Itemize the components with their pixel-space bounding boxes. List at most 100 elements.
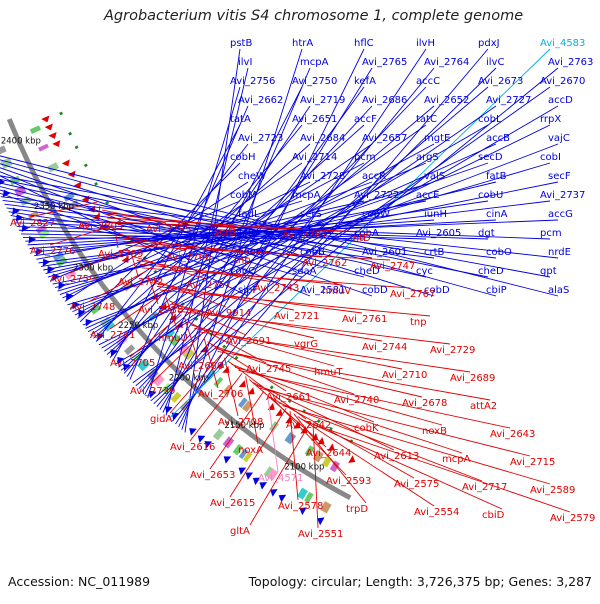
reverse-leader-line: [97, 206, 101, 221]
forward-gene-label: Avi_2651: [292, 114, 337, 125]
forward-category-block: [137, 358, 150, 372]
reverse-leader-line: [209, 391, 265, 470]
forward-gene-label: cobI: [540, 152, 561, 163]
forward-gene-label: Avi_2670: [540, 76, 585, 87]
reverse-gene-label: Avi_2787: [282, 230, 327, 241]
reverse-leader-line: [278, 402, 483, 482]
reverse-gene-label: Avi_2554: [414, 507, 459, 518]
reverse-gene-label: Avi_2740: [334, 395, 379, 406]
reverse-leader-line: [312, 426, 319, 529]
forward-gene-label: cobW: [362, 209, 390, 220]
forward-gene-label: Avi_2686: [362, 95, 407, 106]
forward-gene-label: argS: [416, 152, 439, 163]
reverse-category-block: [222, 384, 233, 396]
forward-category-block: [89, 303, 102, 315]
forward-gene-arrow: [78, 309, 86, 318]
reverse-gene-label: Avi_2710: [382, 370, 427, 381]
forward-gene-label: fadL: [238, 209, 260, 220]
reverse-gene-label: tnp: [234, 255, 251, 266]
reverse-leader-line: [194, 327, 403, 370]
reverse-leader-line: [189, 373, 243, 442]
reverse-gene-arrow: [327, 443, 335, 452]
forward-gene-label: mcpA: [292, 190, 321, 201]
reverse-leader-line: [169, 354, 222, 414]
forward-gene-arrow: [15, 214, 24, 222]
forward-gene-label: pdxJ: [478, 38, 500, 49]
forward-gene-arrow: [245, 472, 254, 480]
green-marker: [194, 316, 199, 321]
reverse-leader-line: [114, 229, 119, 249]
forward-leader-line: [112, 124, 241, 362]
reverse-gene-arrow: [275, 408, 283, 417]
forward-category-block: [152, 373, 165, 387]
reverse-gene-label: Avi_2653: [190, 470, 235, 481]
forward-leader-line: [181, 48, 303, 430]
reverse-gene-label: trpD: [346, 504, 368, 515]
forward-leader-line: [95, 143, 249, 342]
position-ticks: 2400 kbp 2350 kbp 2300 kbp 2250 kbp 2200 kbp…: [1, 137, 325, 473]
reverse-gene-label: Avi_9914: [206, 308, 251, 319]
forward-gene-label: cobA: [354, 228, 379, 239]
reverse-gene-label: attA2: [470, 401, 497, 412]
forward-category-block: [320, 501, 332, 514]
reverse-leader-line: [147, 275, 159, 305]
reverse-gene-label: Avi_2805: [78, 221, 123, 232]
reverse-gene-label: Avi_2578: [278, 501, 323, 512]
reverse-leader-line: [203, 338, 219, 389]
forward-gene-label: tatC: [416, 114, 437, 125]
reverse-gene-label: Avi_2743: [254, 283, 299, 294]
reverse-gene-arrow: [348, 455, 356, 464]
forward-gene-label: cheW: [238, 171, 266, 182]
green-marker: [74, 145, 79, 150]
reverse-gene-label: intD: [350, 233, 371, 244]
forward-category-block: [124, 344, 136, 356]
tick-label: 2150 kbp: [224, 421, 264, 431]
forward-leader-line: [59, 181, 373, 295]
forward-leader-line: [8, 211, 311, 259]
green-marker: [269, 385, 274, 390]
reverse-gene-label: Avi_2744: [362, 342, 407, 353]
forward-gene-label: Avi_2714: [292, 152, 337, 163]
forward-gene-label: iunH: [424, 209, 447, 220]
chromosome-backbone: [6, 118, 352, 501]
forward-gene-label: accF: [354, 114, 377, 125]
reverse-gene-label: Avi_2616: [170, 442, 215, 453]
reverse-gene-arrow: [61, 159, 70, 167]
forward-gene-label: cobH: [230, 152, 255, 163]
reverse-leader-line: [214, 347, 423, 398]
reverse-leader-line: [197, 331, 471, 373]
forward-leader-line: [0, 171, 311, 297]
green-marker: [59, 111, 63, 116]
reverse-gene-label: Avi_2644: [306, 448, 351, 459]
forward-gene-arrow: [204, 441, 213, 449]
forward-category-block: [263, 466, 273, 477]
reverse-gene-label: Avi_2747: [370, 261, 415, 272]
reverse-gene-arrow: [41, 115, 50, 123]
reverse-leader-line: [109, 293, 164, 330]
forward-gene-label: cbiP: [486, 285, 507, 296]
reverse-leader-line: [171, 303, 315, 339]
forward-category-block: [170, 391, 182, 403]
forward-gene-label: cinA: [486, 209, 508, 220]
reverse-gene-arrow: [48, 131, 57, 139]
forward-gene-label: mcpA: [300, 57, 329, 68]
reverse-leader-line: [139, 263, 343, 286]
reverse-leader-line: [184, 317, 199, 361]
reverse-gene-label: Avi_2615: [210, 498, 255, 509]
reverse-category-block: [63, 192, 75, 202]
reverse-leader-line: [297, 416, 435, 507]
forward-category-block: [266, 468, 279, 481]
reverse-gene-label: gltA: [230, 526, 250, 537]
forward-gene-label: accB: [486, 133, 510, 144]
forward-gene-label: Avi_2750: [292, 76, 337, 87]
reverse-gene-label: hmuT: [314, 367, 343, 378]
forward-gene-label: fatB: [486, 171, 507, 182]
reverse-leader-line: [49, 225, 113, 246]
reverse-gene-label: Avi_2759: [50, 274, 95, 285]
forward-gene-label: cobL: [478, 114, 502, 125]
forward-gene-label: accC: [416, 76, 440, 87]
forward-gene-label: accG: [548, 209, 573, 220]
forward-gene-label: htrA: [292, 38, 313, 49]
forward-gene-arrow: [97, 333, 105, 341]
reverse-leader-line: [175, 307, 383, 342]
